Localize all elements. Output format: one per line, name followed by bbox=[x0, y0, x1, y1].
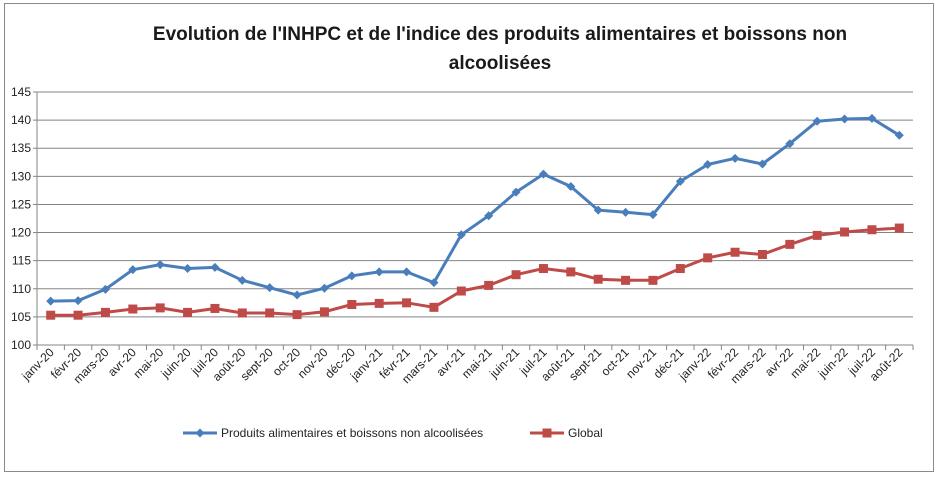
x-tick-label: mai-21 bbox=[459, 345, 495, 381]
data-point bbox=[757, 159, 767, 169]
data-point bbox=[703, 160, 713, 170]
y-tick-label: 115 bbox=[12, 254, 31, 268]
data-point bbox=[730, 153, 740, 163]
data-point bbox=[183, 307, 193, 317]
x-tick-label: juin-20 bbox=[158, 345, 194, 381]
data-point bbox=[785, 239, 795, 249]
chart-frame bbox=[4, 3, 934, 472]
legend-label: Global bbox=[568, 426, 603, 440]
data-point bbox=[155, 303, 165, 313]
data-point bbox=[456, 286, 466, 296]
data-point bbox=[456, 230, 466, 240]
y-tick-label: 100 bbox=[11, 338, 31, 352]
y-tick-label: 140 bbox=[11, 113, 31, 127]
x-tick-label: juin-21 bbox=[486, 345, 522, 381]
data-point bbox=[210, 303, 220, 313]
data-point bbox=[155, 260, 165, 270]
data-point bbox=[867, 225, 877, 235]
data-point bbox=[812, 230, 822, 240]
data-point bbox=[319, 283, 329, 293]
data-point bbox=[237, 275, 247, 285]
y-tick-label: 145 bbox=[11, 85, 31, 99]
data-point bbox=[128, 304, 138, 314]
y-tick-label: 135 bbox=[11, 141, 31, 155]
data-point bbox=[566, 181, 576, 191]
data-point bbox=[100, 307, 110, 317]
x-tick-label: juin-22 bbox=[815, 345, 851, 381]
data-point bbox=[812, 116, 822, 126]
data-point bbox=[840, 114, 850, 124]
data-point bbox=[429, 278, 439, 288]
data-point bbox=[46, 296, 56, 306]
data-point bbox=[593, 274, 603, 284]
data-point bbox=[840, 227, 850, 237]
y-tick-label: 120 bbox=[11, 226, 31, 240]
data-point bbox=[675, 264, 685, 274]
data-point bbox=[648, 275, 658, 285]
legend: Produits alimentaires et boissons non al… bbox=[183, 426, 603, 440]
data-point bbox=[319, 307, 329, 317]
data-point bbox=[703, 253, 713, 263]
data-point bbox=[292, 290, 302, 300]
data-point bbox=[402, 267, 412, 277]
data-point bbox=[757, 249, 767, 259]
data-point bbox=[867, 113, 877, 123]
data-point bbox=[566, 267, 576, 277]
y-tick-label: 105 bbox=[11, 310, 31, 324]
data-point bbox=[374, 298, 384, 308]
legend-marker bbox=[195, 428, 205, 438]
legend-item-2: Global bbox=[530, 426, 603, 440]
x-axis: janv-20févr-20mars-20avr-20mai-20juin-20… bbox=[18, 344, 914, 386]
data-point bbox=[73, 310, 83, 320]
series-1 bbox=[46, 113, 904, 306]
legend-label: Produits alimentaires et boissons non al… bbox=[221, 426, 483, 440]
data-point bbox=[484, 280, 494, 290]
data-point bbox=[894, 130, 904, 140]
data-point bbox=[46, 310, 56, 320]
data-point bbox=[429, 302, 439, 312]
gridlines bbox=[37, 91, 913, 346]
data-point bbox=[538, 264, 548, 274]
x-tick-label: mai-20 bbox=[130, 345, 166, 381]
series-line bbox=[50, 226, 900, 317]
data-point bbox=[402, 298, 412, 308]
y-tick-label: 130 bbox=[11, 169, 31, 183]
data-point bbox=[210, 262, 220, 272]
data-point bbox=[183, 264, 193, 274]
data-point bbox=[484, 211, 494, 221]
data-point bbox=[621, 275, 631, 285]
x-tick-label: mai-22 bbox=[787, 345, 823, 381]
series-line bbox=[50, 116, 901, 303]
chart-title: Evolution de l'INHPC et de l'indice des … bbox=[152, 24, 848, 74]
series-layer bbox=[46, 113, 904, 320]
data-point bbox=[675, 176, 685, 186]
series-2 bbox=[46, 223, 904, 320]
data-point bbox=[511, 270, 521, 280]
data-point bbox=[292, 310, 302, 320]
y-axis: 100 105 110 115 120 125 130 135 140 145 bbox=[11, 85, 38, 352]
data-point bbox=[730, 247, 740, 257]
data-point bbox=[237, 308, 247, 318]
legend-item-1: Produits alimentaires et boissons non al… bbox=[183, 426, 483, 440]
data-point bbox=[621, 207, 631, 217]
data-point bbox=[100, 284, 110, 294]
data-point bbox=[593, 205, 603, 215]
legend-marker bbox=[542, 428, 552, 438]
data-point bbox=[347, 300, 357, 310]
data-point bbox=[785, 139, 795, 149]
data-point bbox=[511, 187, 521, 197]
data-point bbox=[894, 223, 904, 233]
data-point bbox=[374, 267, 384, 277]
data-point bbox=[265, 308, 275, 318]
data-point bbox=[128, 265, 138, 275]
data-point bbox=[648, 210, 658, 220]
data-point bbox=[73, 296, 83, 306]
data-point bbox=[265, 283, 275, 293]
data-point bbox=[538, 169, 548, 179]
y-tick-label: 125 bbox=[11, 197, 31, 211]
data-point bbox=[347, 271, 357, 281]
y-tick-label: 110 bbox=[12, 282, 31, 296]
